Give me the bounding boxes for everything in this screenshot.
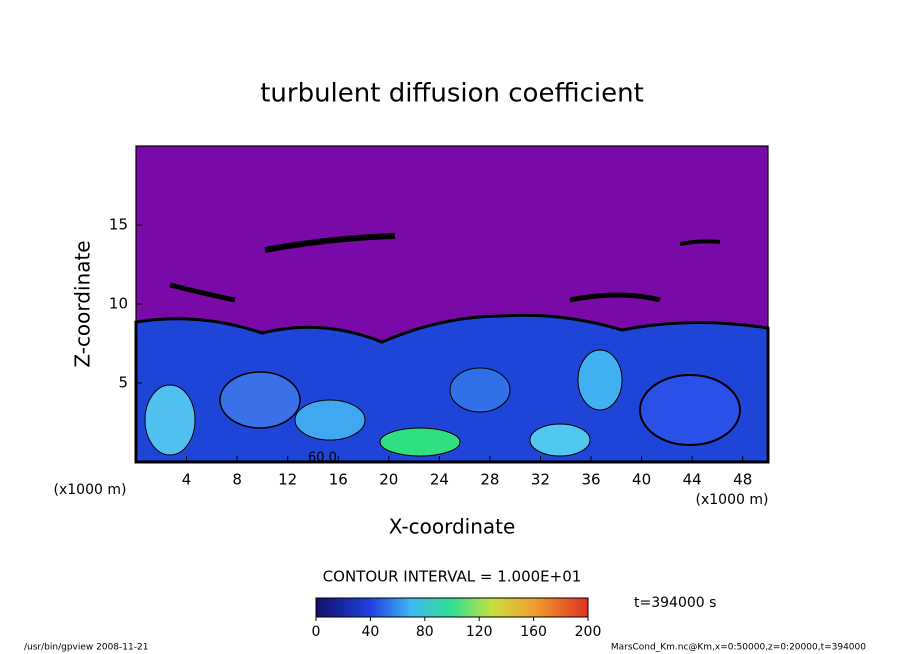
colorbar-tick-label: 120 [466, 624, 493, 640]
x-tick-label: 44 [683, 471, 702, 489]
x-tick-label: 8 [232, 471, 242, 489]
x-unit: (x1000 m) [696, 492, 769, 508]
colorbar-tick-label: 160 [520, 624, 547, 640]
x-tick-label: 48 [733, 471, 752, 489]
colorbar [315, 597, 589, 618]
contour-label: 60.0 [308, 451, 337, 466]
y-tick-label: 15 [109, 216, 128, 234]
y-axis-label: Z-coordinate [71, 240, 95, 367]
x-tick-label: 40 [632, 471, 651, 489]
time-label: t=394000 s [634, 595, 716, 611]
x-tick-label: 32 [531, 471, 550, 489]
x-tick-label: 20 [379, 471, 398, 489]
x-tick-label: 12 [278, 471, 297, 489]
x-unit: (x1000 m) [54, 482, 127, 498]
x-tick-label: 36 [581, 471, 600, 489]
colorbar-tick-label: 0 [312, 624, 321, 640]
x-tick-label: 16 [329, 471, 348, 489]
x-tick-label: 28 [480, 471, 499, 489]
x-axis-label: X-coordinate [389, 515, 516, 539]
contour-interval: CONTOUR INTERVAL = 1.000E+01 [323, 568, 582, 586]
colorbar-tick-label: 80 [416, 624, 434, 640]
chart-title: turbulent diffusion coefficient [260, 79, 644, 109]
y-tick-label: 5 [118, 374, 128, 392]
contour-field [134, 145, 770, 464]
x-tick-label: 4 [182, 471, 192, 489]
colorbar-tick-label: 200 [575, 624, 602, 640]
footer: /usr/bin/gpview 2008-11-21 [24, 643, 148, 653]
x-tick-label: 24 [430, 471, 449, 489]
colorbar-tick-label: 40 [361, 624, 379, 640]
y-tick-label: 10 [109, 295, 128, 313]
footer: MarsCond_Km.nc@Km,x=0:50000,z=0:20000,t=… [611, 643, 866, 653]
